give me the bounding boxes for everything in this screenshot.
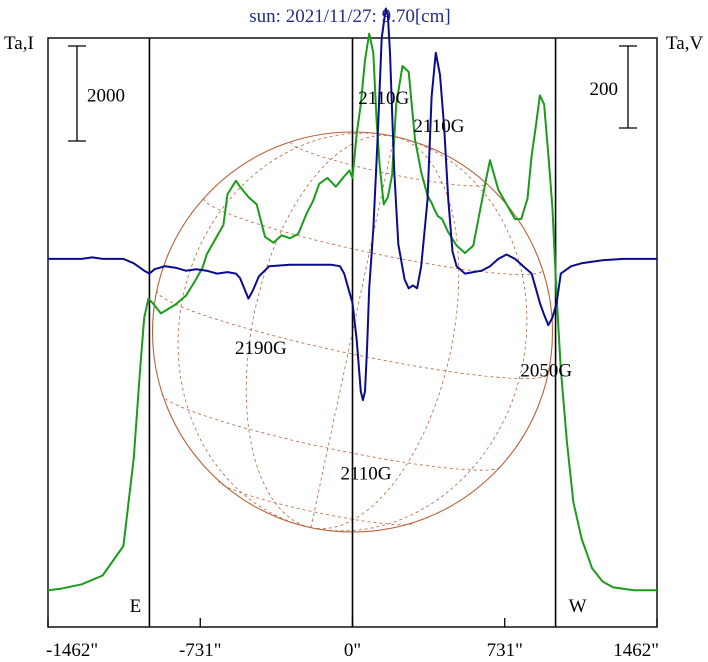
x-tick-label: -1462" [46,640,98,661]
limb-label-w: W [569,596,587,617]
disk-meridian [245,134,395,528]
annotation-4: 2050G [520,360,572,381]
disk-parallel [161,393,502,471]
scale-bar-right: 200 [590,45,637,129]
left-axis-label: Ta,I [4,33,34,54]
scale-bar-left: 2000 [68,45,125,142]
x-axis: -1462" -731" 0" 731" 1462" [46,618,659,661]
disk-meridian [310,136,460,530]
x-tick-label: 1462" [613,640,659,661]
series-intensity-line [47,32,657,592]
annotation-3: 2110G [341,463,392,484]
annotation-0: 2110G [358,88,409,109]
chart-title: sun: 2021/11/27: 9.70[cm] [249,6,450,27]
x-tick-label: -731" [179,640,222,661]
x-tick-label: 731" [487,640,523,661]
annotation-1: 2110G [413,116,464,137]
scale-bar-label: 2000 [87,86,125,107]
x-tick-label: 0" [344,640,361,661]
series-polarization-line [48,7,657,402]
disk-meridian [177,132,395,528]
disk-parallel [218,480,415,526]
scale-bar-label: 200 [590,79,619,100]
right-axis-label: Ta,V [666,33,703,54]
scale-bars: 2000 200 [68,45,637,142]
disk-parallel [290,141,487,187]
limb-label-e: E [130,596,142,617]
disk-meridian [310,136,528,532]
series-group [47,7,657,592]
annotation-2: 2190G [235,338,287,359]
marker-lines [148,38,557,627]
